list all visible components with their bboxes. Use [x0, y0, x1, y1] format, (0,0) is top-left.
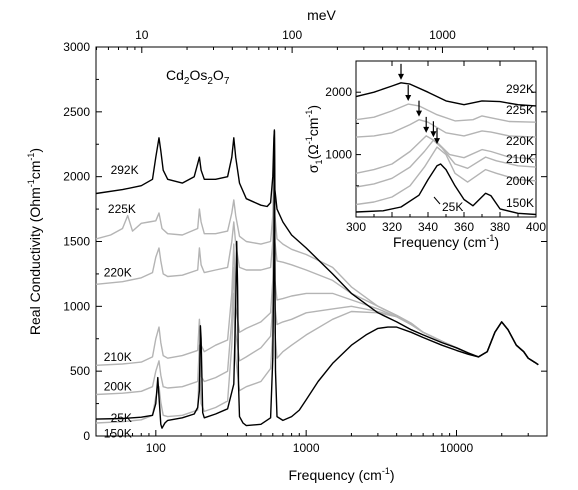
y-axis-title-part: ) — [27, 148, 43, 153]
x-axis-title-part: ) — [390, 467, 395, 483]
x-axis-title-part: Frequency (cm — [288, 467, 381, 483]
inset-y-title-part: cm — [305, 118, 321, 137]
inset-series-210K — [355, 135, 537, 174]
y-axis-title-part: cm — [27, 161, 43, 180]
inset-series-220K — [355, 119, 537, 138]
x-axis-title-sup: -1 — [382, 466, 390, 476]
title-sub: 2 — [184, 76, 190, 87]
inset-y-tick-label: 1000 — [325, 148, 352, 162]
curve-label-220K: 220K — [104, 266, 132, 280]
inset-y-title-sup: -1 — [304, 110, 314, 118]
x-axis-title: Frequency (cm-1) — [288, 466, 394, 483]
title-sub: 7 — [224, 76, 230, 87]
top-axis-title: meV — [307, 7, 336, 23]
inset-y-tick-label: 2000 — [325, 85, 352, 99]
inset-y-title-part: σ — [305, 164, 321, 173]
curve-label-292K: 292K — [111, 163, 139, 177]
curve-label-200K: 200K — [104, 380, 132, 394]
peak-arrow-head — [430, 131, 437, 138]
inset-y-title-sup: -1 — [304, 136, 314, 144]
peak-arrow-head — [398, 73, 404, 80]
inset-y-title: σ1(Ω-1cm-1) — [304, 105, 324, 173]
peak-arrow-head — [434, 138, 440, 145]
inset-x-tick-label: 400 — [526, 220, 546, 234]
inset-x-title-sup: -1 — [486, 233, 494, 243]
curve-label-25K: 25K — [111, 411, 132, 425]
inset-x-tick-label: 300 — [346, 220, 366, 234]
x-tick-label: 10000 — [440, 441, 474, 455]
y-tick-label: 2500 — [63, 105, 90, 119]
peak-arrow-head — [416, 110, 422, 117]
inset-label-150K: 150K — [506, 196, 534, 210]
inset-x-title-part: Frequency (cm — [393, 234, 486, 250]
inset-x-tick-label: 340 — [418, 220, 438, 234]
y-axis-title-sup: -1 — [26, 179, 36, 187]
title-sub: 2 — [207, 76, 213, 87]
curve-label-210K: 210K — [104, 350, 132, 364]
inset-series-25K — [355, 163, 537, 216]
x-tick-label: 100 — [146, 441, 166, 455]
title-part: Cd — [166, 67, 184, 83]
inset-x-tick-label: 320 — [382, 220, 402, 234]
inset-25K-pointer — [433, 196, 441, 205]
inset-series-200K — [355, 139, 537, 188]
y-axis-title-sup: -1 — [26, 153, 36, 161]
inset-frame — [355, 60, 537, 218]
inset-x-tick-label: 360 — [454, 220, 474, 234]
series-line-25K — [95, 130, 539, 429]
inset-x-tick-label: 380 — [490, 220, 510, 234]
inset-y-title-part: (Ω — [305, 144, 321, 159]
inset-label-210K: 210K — [506, 152, 534, 166]
inset-series-150K — [355, 146, 537, 206]
title-part: O — [213, 67, 224, 83]
inset-series-225K — [355, 103, 537, 123]
inset-label-292K: 292K — [506, 82, 534, 96]
inset-plot: 292K 225K 220K 210K 200K 150K 25K 300 320 340 360 3… — [304, 60, 546, 250]
inset-label-25K: 25K — [442, 200, 463, 214]
inset-x-title-part: ) — [494, 234, 499, 250]
inset-y-title-sub: 1 — [314, 159, 324, 164]
peak-arrow-head — [405, 95, 412, 102]
inset-label-220K: 220K — [506, 134, 534, 148]
inset-series-292K — [355, 82, 537, 107]
y-tick-label: 1500 — [63, 235, 90, 249]
inset-label-225K: 225K — [506, 103, 534, 117]
y-tick-label: 0 — [83, 429, 90, 443]
y-tick-label: 1000 — [63, 299, 90, 313]
peak-arrow-head — [423, 126, 430, 133]
top-tick-label: 1000 — [429, 28, 456, 42]
inset-label-200K: 200K — [506, 174, 534, 188]
top-tick-label: 100 — [282, 28, 302, 42]
curve-label-150K: 150K — [104, 426, 132, 440]
y-tick-label: 500 — [70, 364, 90, 378]
y-axis-title-part: Real Conductivity (Ohm — [27, 187, 43, 335]
y-tick-label: 3000 — [63, 40, 90, 54]
inset-y-title-part: ) — [305, 105, 321, 110]
top-tick-label: 10 — [135, 28, 149, 42]
inset-x-title: Frequency (cm-1) — [393, 233, 499, 250]
y-axis-title: Real Conductivity (Ohm-1cm-1) — [26, 148, 43, 335]
y-tick-label: 2000 — [63, 170, 90, 184]
chart-title: Cd2Os2O7 — [166, 67, 230, 87]
title-part: Os — [189, 67, 207, 83]
x-tick-label: 1000 — [293, 441, 320, 455]
curve-label-225K: 225K — [108, 202, 136, 216]
